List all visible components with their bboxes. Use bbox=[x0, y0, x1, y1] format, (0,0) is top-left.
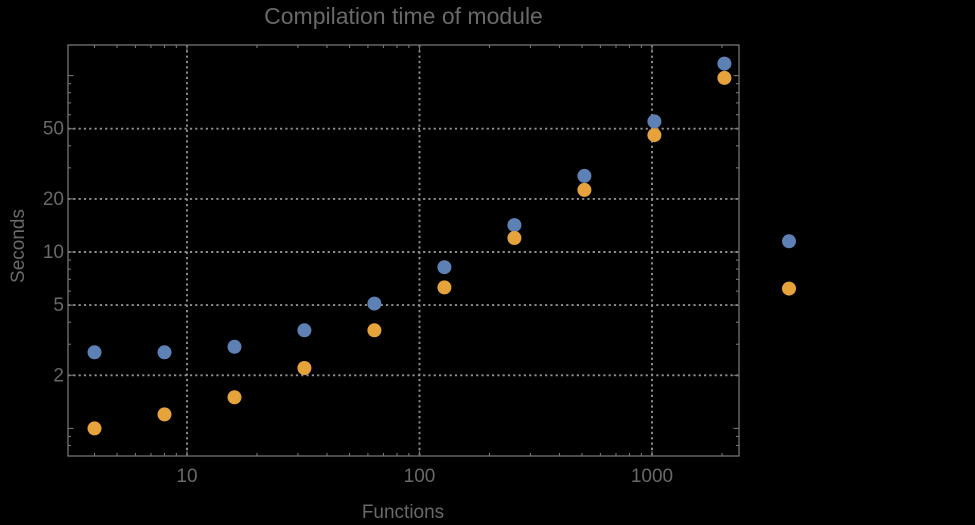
data-point-series-2-orange bbox=[297, 361, 312, 375]
data-point-series-2-orange bbox=[577, 182, 592, 197]
y-tick-label: 50 bbox=[43, 119, 64, 140]
data-point-series-1-blue bbox=[227, 339, 242, 354]
data-point-series-2-orange bbox=[437, 280, 452, 295]
data-point-series-1-blue bbox=[367, 296, 382, 311]
data-point-series-1-blue bbox=[507, 218, 522, 233]
y-tick-label: 20 bbox=[43, 189, 64, 210]
data-point-series-1-blue bbox=[157, 345, 172, 360]
plot-frame bbox=[67, 44, 740, 457]
data-point-series-1-blue bbox=[577, 168, 592, 183]
chart-title: Compilation time of module bbox=[264, 3, 543, 29]
legend-marker-blue bbox=[782, 234, 796, 249]
y-tick-label: 10 bbox=[43, 242, 64, 263]
data-point-series-2-orange bbox=[227, 390, 242, 405]
data-point-series-1-blue bbox=[297, 323, 312, 338]
data-point-series-2-orange bbox=[507, 231, 522, 245]
y-axis-label: Seconds bbox=[8, 209, 29, 283]
x-tick-label: 1000 bbox=[631, 466, 673, 487]
data-point-series-2-orange bbox=[87, 421, 102, 436]
y-tick-label: 2 bbox=[53, 365, 64, 386]
data-point-series-1-blue bbox=[87, 345, 102, 360]
data-point-series-1-blue bbox=[647, 114, 662, 129]
data-point-series-2-orange bbox=[157, 407, 172, 422]
data-point-series-2-orange bbox=[647, 128, 662, 143]
data-point-series-1-blue bbox=[437, 260, 452, 275]
x-tick-label: 10 bbox=[176, 466, 197, 487]
data-point-series-2-orange bbox=[717, 70, 732, 85]
legend-marker-orange bbox=[782, 281, 796, 296]
y-tick-label: 5 bbox=[53, 295, 64, 316]
data-point-series-1-blue bbox=[717, 56, 732, 71]
x-tick-label: 100 bbox=[404, 466, 436, 487]
data-point-series-2-orange bbox=[367, 323, 382, 338]
x-axis-label: Functions bbox=[362, 502, 444, 523]
